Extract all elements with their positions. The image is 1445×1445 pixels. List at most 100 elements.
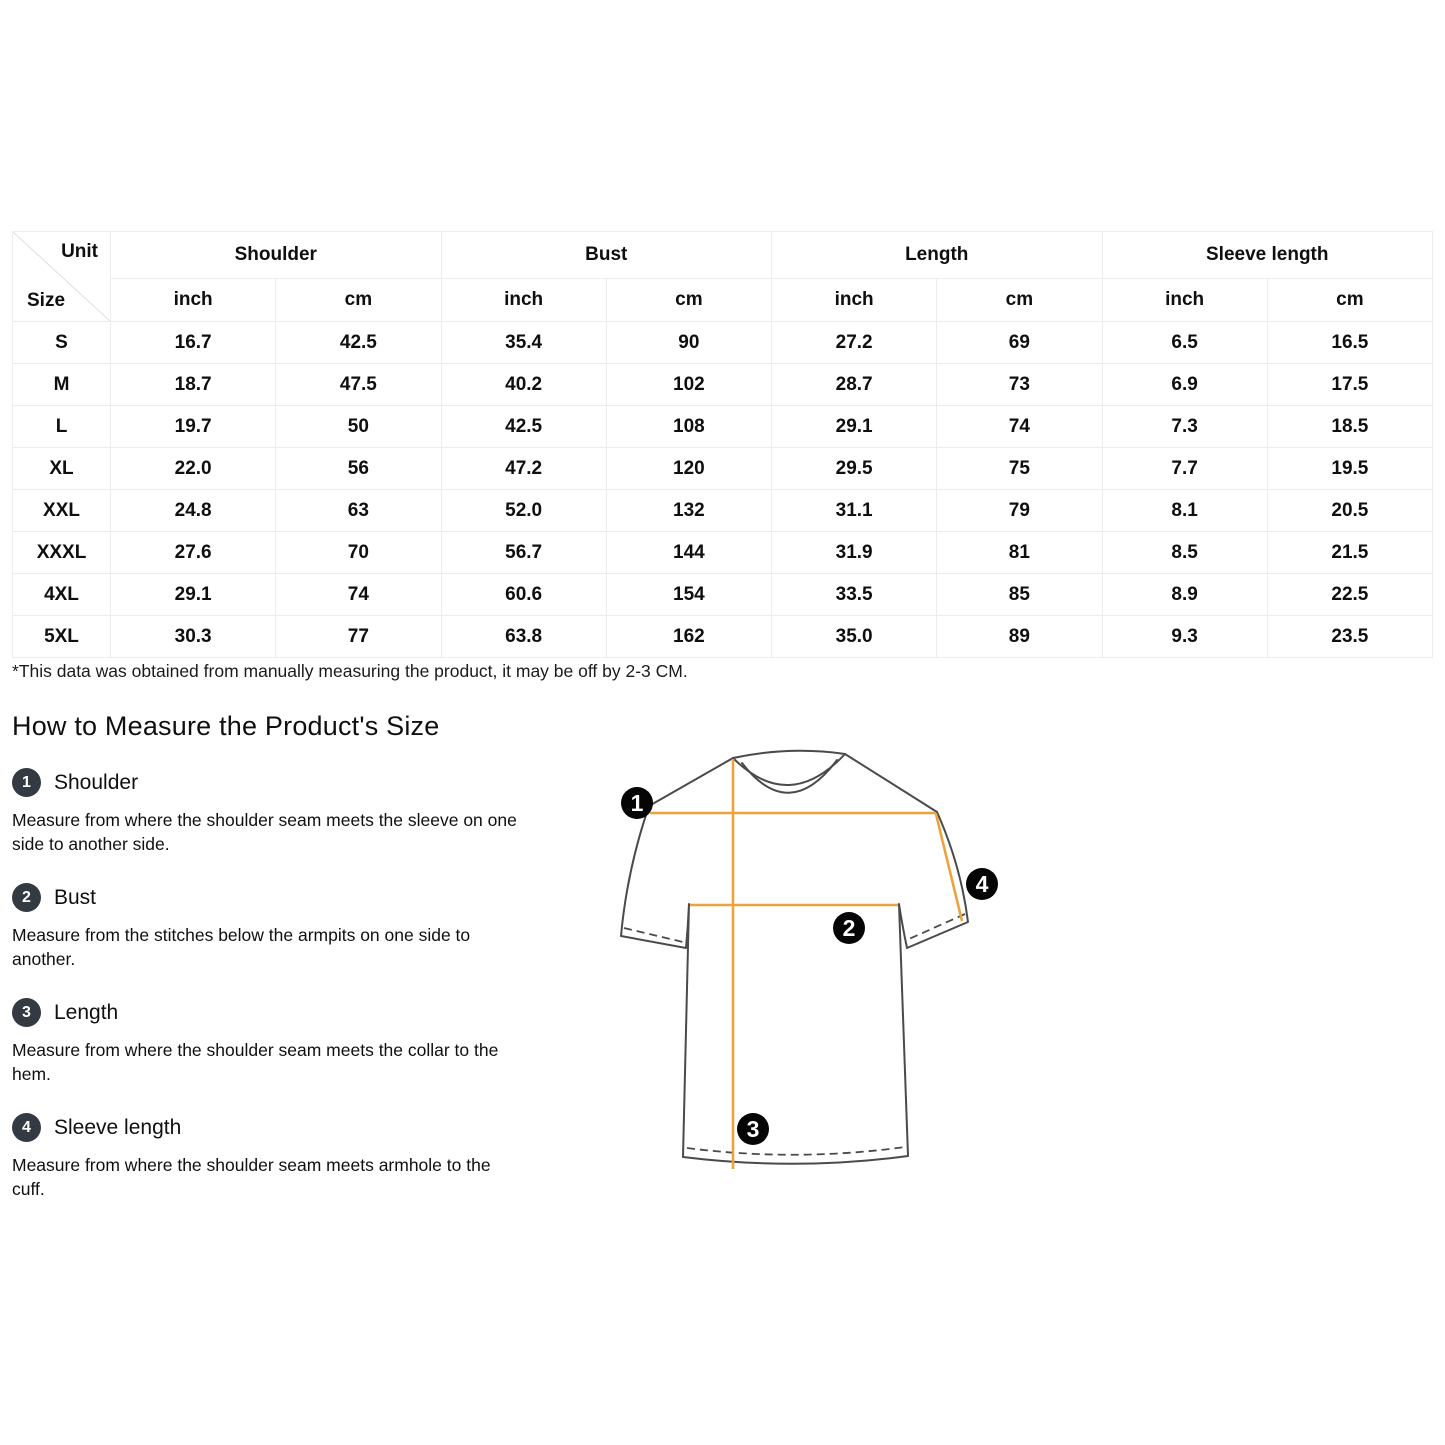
corner-size-label: Size bbox=[27, 290, 66, 311]
value-cell: 70 bbox=[275, 531, 442, 574]
measurement-disclaimer: *This data was obtained from manually me… bbox=[12, 661, 688, 681]
value-cell: 162 bbox=[605, 615, 773, 658]
step-header: 3 Length bbox=[12, 998, 524, 1027]
table-row: S 16.7 42.5 35.4 90 27.2 69 6.5 16.5 bbox=[12, 321, 1434, 364]
value-cell: 29.5 bbox=[770, 447, 938, 490]
marker-1-shoulder: 1 bbox=[621, 787, 653, 819]
value-cell: 29.1 bbox=[770, 405, 938, 448]
size-cell: XL bbox=[12, 447, 111, 490]
marker-1-number: 1 bbox=[631, 790, 644, 816]
value-cell: 77 bbox=[275, 615, 442, 658]
value-cell: 42.5 bbox=[440, 405, 607, 448]
step-number-badge: 4 bbox=[12, 1113, 41, 1142]
marker-4-sleeve: 4 bbox=[966, 868, 998, 900]
value-cell: 63 bbox=[275, 489, 442, 532]
table-row: XXXL 27.6 70 56.7 144 31.9 81 8.5 21.5 bbox=[12, 531, 1434, 574]
step-description: Measure from where the shoulder seam mee… bbox=[12, 1040, 499, 1084]
marker-2-bust: 2 bbox=[833, 912, 865, 944]
how-to-list: 1 Shoulder Measure from where the should… bbox=[12, 768, 524, 1228]
value-cell: 6.9 bbox=[1101, 363, 1268, 406]
step-label: Length bbox=[54, 1000, 119, 1024]
value-cell: 120 bbox=[605, 447, 773, 490]
step-number-badge: 2 bbox=[12, 883, 41, 912]
value-cell: 28.7 bbox=[770, 363, 938, 406]
value-cell: 17.5 bbox=[1266, 363, 1434, 406]
marker-2-number: 2 bbox=[843, 915, 856, 941]
value-cell: 9.3 bbox=[1101, 615, 1268, 658]
group-header-length: Length bbox=[771, 231, 1103, 279]
group-header-bust: Bust bbox=[440, 231, 772, 279]
tshirt-diagram: 1 2 3 4 bbox=[620, 749, 998, 1169]
how-to-item: 1 Shoulder Measure from where the should… bbox=[12, 768, 524, 856]
table-unit-header-row: inch cm inch cm inch cm inch cm bbox=[13, 278, 1434, 322]
value-cell: 16.7 bbox=[109, 321, 277, 364]
size-cell: M bbox=[12, 363, 111, 406]
how-to-item: 4 Sleeve length Measure from where the s… bbox=[12, 1113, 524, 1201]
size-cell: L bbox=[12, 405, 111, 448]
group-header-sleeve-length: Sleeve length bbox=[1101, 231, 1433, 279]
unit-header: cm bbox=[605, 278, 773, 322]
value-cell: 90 bbox=[605, 321, 773, 364]
collar-inner-arc bbox=[741, 759, 838, 794]
value-cell: 50 bbox=[275, 405, 442, 448]
marker-3-number: 3 bbox=[747, 1116, 760, 1142]
value-cell: 144 bbox=[605, 531, 773, 574]
size-chart-table: Unit Size Shoulder Bust Length Sleeve le… bbox=[12, 231, 1434, 658]
marker-3-circle bbox=[737, 1113, 769, 1145]
value-cell: 85 bbox=[936, 573, 1103, 616]
table-row: 5XL 30.3 77 63.8 162 35.0 89 9.3 23.5 bbox=[12, 615, 1434, 658]
marker-3-length: 3 bbox=[737, 1113, 769, 1145]
corner-cell: Unit Size bbox=[12, 231, 111, 322]
value-cell: 52.0 bbox=[440, 489, 607, 532]
table-row: XL 22.0 56 47.2 120 29.5 75 7.7 19.5 bbox=[12, 447, 1434, 490]
value-cell: 74 bbox=[936, 405, 1103, 448]
marker-4-circle bbox=[966, 868, 998, 900]
value-cell: 6.5 bbox=[1101, 321, 1268, 364]
value-cell: 56.7 bbox=[440, 531, 607, 574]
value-cell: 22.5 bbox=[1266, 573, 1434, 616]
step-number-badge: 1 bbox=[12, 768, 41, 797]
sleeve-measure-line bbox=[934, 813, 964, 922]
value-cell: 8.1 bbox=[1101, 489, 1268, 532]
value-cell: 74 bbox=[275, 573, 442, 616]
value-cell: 73 bbox=[936, 363, 1103, 406]
group-header-shoulder: Shoulder bbox=[110, 231, 442, 279]
value-cell: 27.6 bbox=[109, 531, 277, 574]
value-cell: 16.5 bbox=[1266, 321, 1434, 364]
unit-header: inch bbox=[440, 278, 607, 322]
corner-unit-label: Unit bbox=[61, 241, 98, 262]
value-cell: 22.0 bbox=[109, 447, 277, 490]
unit-header: cm bbox=[275, 278, 442, 322]
how-to-item: 2 Bust Measure from the stitches below t… bbox=[12, 883, 524, 971]
value-cell: 132 bbox=[605, 489, 773, 532]
value-cell: 89 bbox=[936, 615, 1103, 658]
step-header: 1 Shoulder bbox=[12, 768, 524, 797]
step-label: Shoulder bbox=[54, 770, 139, 794]
table-group-header-row: Unit Size Shoulder Bust Length Sleeve le… bbox=[12, 231, 1433, 322]
size-cell: 5XL bbox=[12, 615, 111, 658]
value-cell: 154 bbox=[605, 573, 773, 616]
table-row: 4XL 29.1 74 60.6 154 33.5 85 8.9 22.5 bbox=[12, 573, 1434, 616]
value-cell: 31.9 bbox=[770, 531, 938, 574]
unit-header: inch bbox=[1101, 278, 1268, 322]
value-cell: 8.9 bbox=[1101, 573, 1268, 616]
value-cell: 102 bbox=[605, 363, 773, 406]
value-cell: 29.1 bbox=[109, 573, 277, 616]
value-cell: 7.7 bbox=[1101, 447, 1268, 490]
value-cell: 60.6 bbox=[440, 573, 607, 616]
step-description: Measure from the stitches below the armp… bbox=[12, 925, 471, 969]
value-cell: 40.2 bbox=[440, 363, 607, 406]
step-header: 2 Bust bbox=[12, 883, 524, 912]
value-cell: 24.8 bbox=[109, 489, 277, 532]
tshirt-outline bbox=[620, 749, 969, 1165]
value-cell: 42.5 bbox=[275, 321, 442, 364]
value-cell: 19.7 bbox=[109, 405, 277, 448]
value-cell: 56 bbox=[275, 447, 442, 490]
size-cell: S bbox=[12, 321, 111, 364]
value-cell: 18.7 bbox=[109, 363, 277, 406]
hem-stitch bbox=[686, 1146, 906, 1156]
value-cell: 81 bbox=[936, 531, 1103, 574]
step-label: Sleeve length bbox=[54, 1115, 182, 1139]
value-cell: 19.5 bbox=[1266, 447, 1434, 490]
